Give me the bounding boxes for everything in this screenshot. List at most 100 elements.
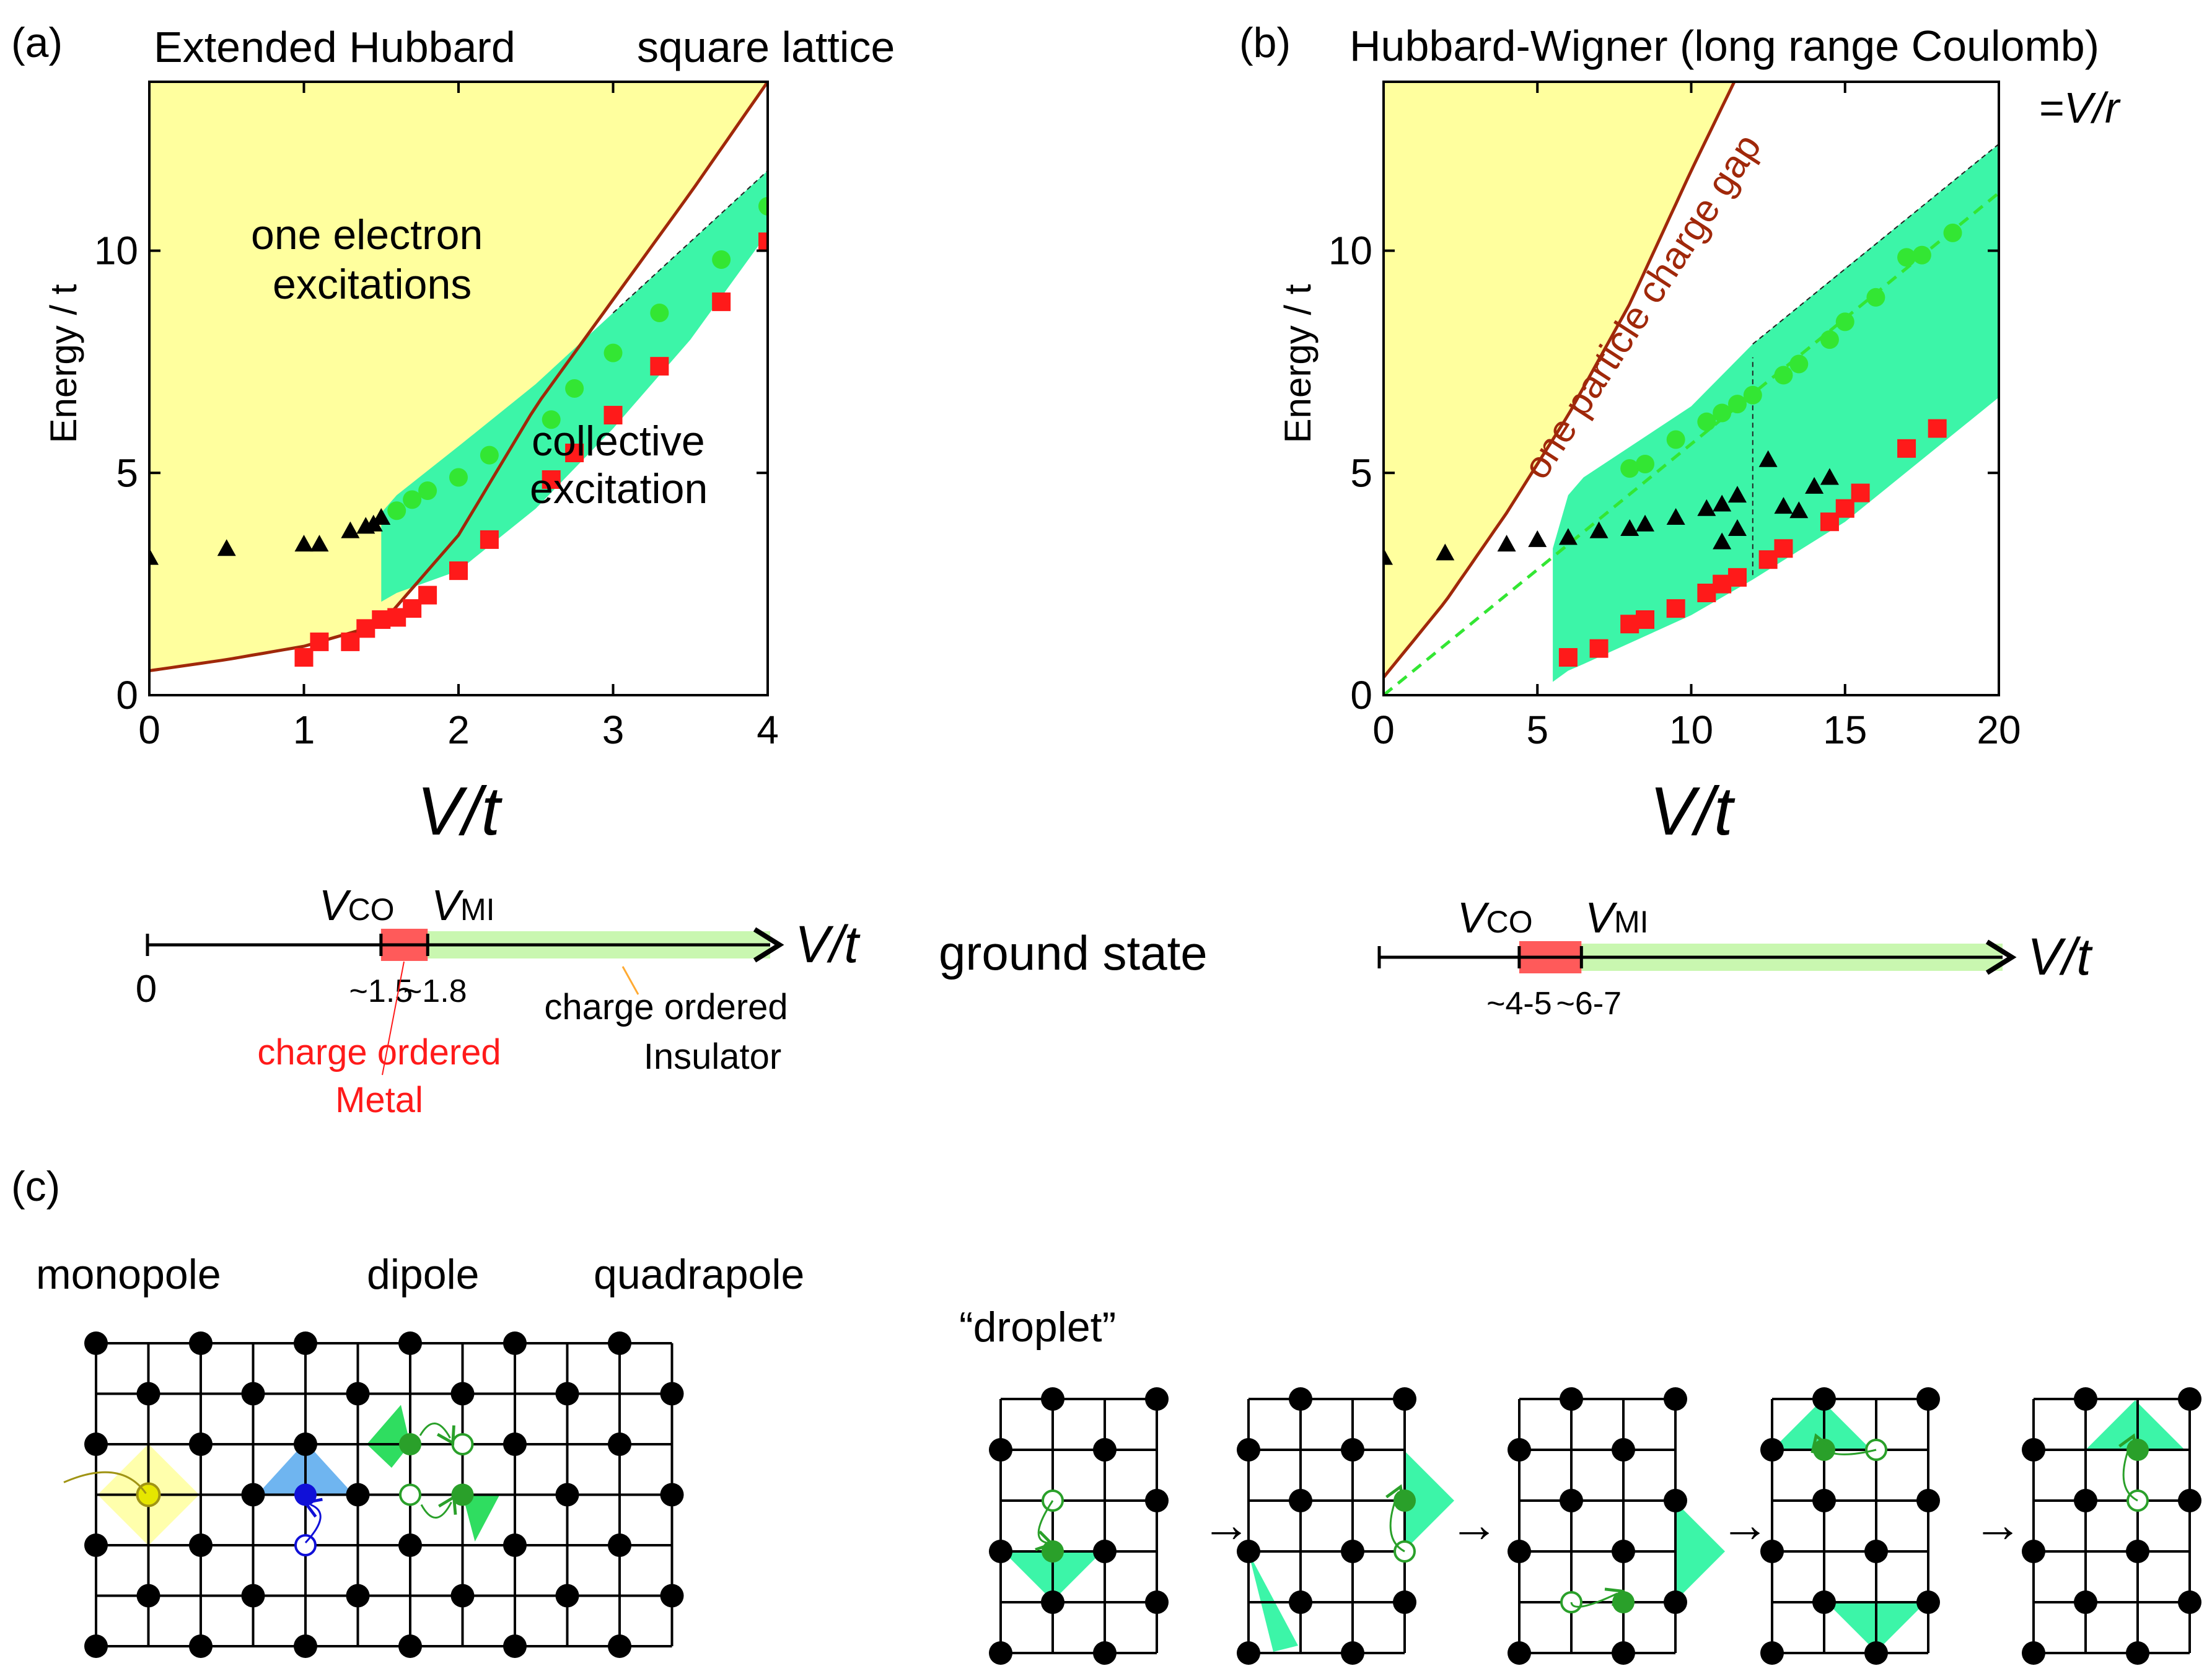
electron-site — [660, 1584, 684, 1608]
x-tick-label: 1 — [293, 708, 315, 752]
circle-marker — [403, 490, 422, 509]
droplet-electron — [1041, 1590, 1064, 1614]
square-marker — [565, 444, 584, 463]
electron-site — [555, 1584, 579, 1608]
droplet-charge — [1042, 1540, 1064, 1563]
droplet-electron — [1916, 1590, 1940, 1614]
dipole-charge — [294, 1483, 317, 1506]
triangle-marker — [1436, 543, 1455, 561]
square-marker — [1851, 483, 1870, 502]
x-axis-label: V/t — [417, 773, 503, 849]
square-marker — [1928, 419, 1947, 438]
droplet-electron — [1341, 1438, 1364, 1462]
electron-site — [241, 1382, 265, 1406]
one-particle-gap-curve-b — [1384, 82, 1736, 678]
metal-label-2: Metal — [335, 1080, 423, 1120]
quadrupole-shade-1 — [367, 1405, 410, 1468]
droplet-electron — [1237, 1438, 1260, 1462]
metal-label-1: charge ordered — [257, 1032, 501, 1072]
square-marker — [1636, 610, 1655, 629]
collective-label-2: excitation — [530, 465, 708, 512]
electron-site — [398, 1533, 422, 1557]
circle-marker — [1697, 412, 1716, 431]
electron-site — [136, 1382, 160, 1406]
circle-marker — [1713, 403, 1732, 423]
circle-marker — [1620, 459, 1639, 478]
droplet-shade — [1675, 1502, 1725, 1601]
droplet-charge — [1393, 1489, 1416, 1512]
droplet-electron — [1508, 1540, 1531, 1563]
electron-site — [346, 1584, 370, 1608]
electron-site — [503, 1432, 527, 1456]
droplet-electron — [1612, 1641, 1635, 1665]
y-tick-label: 0 — [1350, 673, 1372, 717]
electron-site — [241, 1584, 265, 1608]
gs-zero-label: 0 — [136, 968, 157, 1011]
droplet-electron — [1093, 1540, 1117, 1563]
vmi-label: VMI — [1585, 893, 1648, 942]
droplet-sequence: → → → → — [989, 1387, 2201, 1665]
droplet-electron — [2074, 1590, 2097, 1614]
electron-site — [346, 1382, 370, 1406]
circle-marker — [1820, 330, 1839, 349]
droplet-electron — [1664, 1387, 1687, 1411]
droplet-electron — [1289, 1387, 1312, 1411]
droplet-electron — [1093, 1438, 1117, 1462]
vco-tick-label: ~4-5 — [1486, 986, 1552, 1022]
square-marker — [449, 561, 468, 581]
electron-site — [503, 1533, 527, 1557]
circle-marker — [1743, 385, 1762, 405]
electron-site — [660, 1483, 684, 1507]
droplet-electron — [1916, 1489, 1940, 1512]
electron-site — [398, 1331, 422, 1355]
electron-site — [189, 1533, 213, 1557]
droplet-shade — [1405, 1451, 1454, 1550]
continuum-edge-dashed — [612, 170, 768, 314]
triangle-marker — [1774, 497, 1793, 514]
y-tick-label: 5 — [116, 450, 138, 495]
insulator-pointer — [621, 966, 639, 995]
droplet-electron — [1341, 1641, 1364, 1665]
x-axis-label: V/t — [1649, 773, 1736, 849]
triangle-marker — [149, 548, 159, 565]
droplet-electron — [1041, 1387, 1064, 1411]
triangle-marker — [1497, 535, 1516, 552]
droplet-electron — [1760, 1540, 1784, 1563]
collective-region-b — [1553, 144, 1999, 682]
droplet-shade — [1772, 1400, 1871, 1450]
droplet-hop-arc — [2118, 1433, 2138, 1502]
circle-marker — [712, 250, 731, 269]
circle-marker — [565, 379, 584, 398]
dipole-hole — [294, 1534, 317, 1556]
droplet-electron — [1093, 1641, 1117, 1665]
electron-site — [84, 1331, 108, 1355]
triangle-marker — [1789, 501, 1809, 519]
droplet-electron — [2022, 1438, 2045, 1462]
droplet-electron — [2178, 1489, 2201, 1512]
circle-marker — [1636, 454, 1655, 473]
circle-marker — [1897, 248, 1916, 267]
droplet-electron — [1237, 1540, 1260, 1563]
insulator-label-1: charge ordered — [544, 987, 788, 1027]
electron-site — [346, 1483, 370, 1507]
square-marker — [650, 357, 669, 376]
x-tick-label: 2 — [447, 708, 470, 752]
y-tick-label: 10 — [94, 229, 138, 273]
panel-c-label: (c) — [11, 1163, 60, 1210]
droplet-dashed-line — [1384, 191, 1999, 695]
droplet-electron — [989, 1540, 1012, 1563]
monopole-label: monopole — [36, 1251, 221, 1298]
square-marker — [1835, 499, 1854, 518]
quadrupole-hole — [451, 1433, 474, 1455]
droplet-hop-arc — [1570, 1587, 1625, 1608]
droplet-hop-arc — [1035, 1500, 1055, 1551]
triangle-marker — [1589, 521, 1609, 538]
droplet-electron — [1145, 1590, 1169, 1614]
droplet-electron — [1560, 1489, 1583, 1512]
square-marker — [1558, 648, 1578, 667]
charge-ordered-lattice — [63, 1331, 684, 1658]
square-marker — [1666, 599, 1685, 618]
triangle-marker — [1713, 494, 1732, 512]
quadrupole-shade-2 — [462, 1494, 500, 1542]
panel-a-title: Extended Hubbard — [154, 23, 516, 71]
